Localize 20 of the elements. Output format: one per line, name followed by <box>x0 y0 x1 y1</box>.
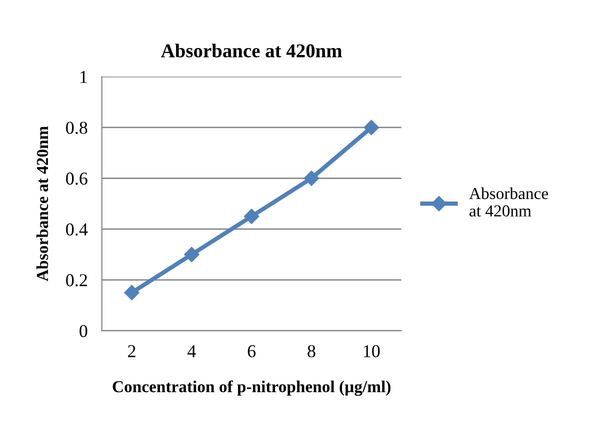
y-tick-label: 0.6 <box>66 172 88 185</box>
point <box>304 170 320 186</box>
x-tick-label: 4 <box>188 345 196 358</box>
y-axis-title: Absorbance at 420nm <box>36 126 48 282</box>
x-tick-label: 8 <box>308 345 316 358</box>
x-tick-label: 2 <box>128 345 136 358</box>
point <box>124 285 140 300</box>
x-axis-title: Concentration of p-nitrophenol (µg/ml) <box>112 380 390 396</box>
y-tick-label: 0.2 <box>66 274 87 286</box>
y-tick-label: 0.8 <box>66 122 88 134</box>
chart-title: Absorbance at 420nm <box>161 44 342 58</box>
x-tick-label: 6 <box>248 345 256 358</box>
x-tick-label: 10 <box>364 345 380 358</box>
point <box>244 208 260 224</box>
point <box>184 246 200 262</box>
legend-label: Absorbance at 420nm <box>469 187 548 217</box>
y-tick-label: 1 <box>80 70 87 83</box>
y-tick-label: 0 <box>80 324 88 338</box>
point <box>364 120 379 136</box>
y-tick-label: 0.4 <box>66 223 88 236</box>
